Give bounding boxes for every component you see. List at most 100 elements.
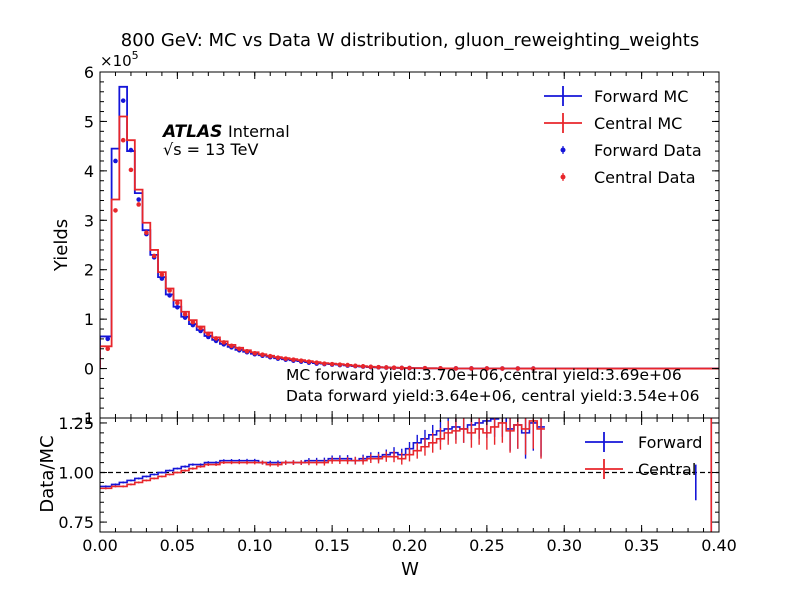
central-data-point bbox=[345, 362, 350, 368]
y-tick-label: 1 bbox=[84, 310, 94, 329]
central-data-point bbox=[391, 365, 397, 371]
mc-yield-annotation: MC forward yield:3.70e+06,central yield:… bbox=[286, 366, 682, 384]
y-tick-label: 4 bbox=[84, 162, 94, 181]
central-data-point bbox=[438, 366, 443, 371]
forward-data-point bbox=[113, 158, 118, 164]
ratio-plot-area bbox=[100, 418, 719, 532]
central-data-point bbox=[105, 346, 111, 352]
central-data-point bbox=[252, 350, 258, 356]
central-data-point bbox=[469, 366, 474, 371]
central-data-point bbox=[113, 208, 118, 213]
forward-data-point bbox=[136, 197, 141, 202]
central-data-point bbox=[236, 346, 242, 352]
x-tick-label: 0.00 bbox=[82, 536, 118, 555]
x-tick-label: 0.20 bbox=[392, 536, 428, 555]
data-yield-annotation: Data forward yield:3.64e+06, central yie… bbox=[286, 387, 700, 405]
central-data-point bbox=[368, 364, 374, 370]
central-data-point bbox=[151, 253, 157, 259]
ratio-legend: Forward Central bbox=[585, 432, 702, 479]
central-data-point bbox=[221, 340, 227, 345]
ratio-panel: 0.75 1.00 1.25 0.00 0.05 0.10 0.15 0.20 0.25 0.30… bbox=[58, 414, 736, 555]
y-tick-label: 2 bbox=[84, 261, 94, 280]
main-legend: Forward MC Central MC Forward Data Central … bbox=[544, 86, 702, 187]
main-plot-area bbox=[100, 85, 719, 371]
central-data-point bbox=[383, 365, 389, 370]
central-data-point bbox=[128, 167, 134, 173]
ratio-y-axis-label: Data/MC bbox=[37, 435, 58, 512]
central-data-point bbox=[329, 361, 335, 367]
central-data-point bbox=[213, 336, 219, 341]
legend-label: Forward MC bbox=[594, 87, 688, 106]
legend-entry: Central bbox=[585, 459, 696, 479]
central-data-point bbox=[267, 353, 273, 359]
x-tick-label: 0.30 bbox=[546, 536, 582, 555]
central-ratio-line bbox=[100, 420, 545, 490]
legend-label: Forward Data bbox=[594, 141, 702, 160]
central-data-point bbox=[159, 272, 165, 277]
central-data-point bbox=[229, 343, 234, 349]
legend-entry: Central Data bbox=[560, 168, 696, 187]
y-tick-label: 3 bbox=[84, 211, 94, 230]
y-tick-label: 5 bbox=[84, 112, 94, 131]
y-scale-exponent: 5 bbox=[132, 49, 139, 62]
central-data-point bbox=[275, 355, 281, 360]
y-tick-label: 6 bbox=[84, 63, 94, 82]
central-data-point bbox=[407, 365, 412, 371]
legend-label: Central Data bbox=[594, 168, 696, 187]
central-data-point bbox=[306, 359, 312, 364]
x-tick-label: 0.15 bbox=[314, 536, 350, 555]
forward-data-point bbox=[182, 315, 188, 320]
central-data-point bbox=[500, 366, 505, 371]
central-data-point bbox=[531, 366, 536, 371]
x-tick-label: 0.35 bbox=[624, 536, 660, 555]
legend-label: Forward bbox=[638, 433, 702, 452]
y-tick-label: 0 bbox=[84, 360, 94, 379]
y-scale-multiplier: ×105 bbox=[100, 49, 139, 70]
atlas-label: ATLAS Internal √s = 13 TeV bbox=[161, 122, 290, 159]
y-tick-label: −1 bbox=[70, 409, 94, 428]
x-axis-label: W bbox=[401, 559, 419, 580]
y-axis-label: Yields bbox=[51, 219, 72, 272]
central-data-point bbox=[244, 348, 250, 354]
central-data-point bbox=[298, 358, 304, 363]
central-data-point bbox=[260, 352, 265, 358]
central-data-point bbox=[182, 311, 188, 317]
energy-label: √s = 13 TeV bbox=[163, 140, 258, 159]
central-data-point bbox=[515, 366, 521, 371]
central-data-point bbox=[322, 361, 327, 366]
central-data-point bbox=[291, 357, 296, 362]
central-data-point bbox=[283, 356, 289, 361]
ratio-y-tick-label: 1.25 bbox=[58, 414, 94, 433]
legend-entry: Central MC bbox=[544, 113, 682, 133]
central-data-point bbox=[360, 364, 366, 369]
forward-ratio-line bbox=[100, 418, 545, 488]
forward-data-point bbox=[159, 276, 165, 281]
ratio-y-tick-label: 1.00 bbox=[58, 464, 94, 483]
x-tick-label: 0.25 bbox=[469, 536, 505, 555]
forward-data-point bbox=[105, 336, 111, 342]
legend-label: Central bbox=[638, 460, 696, 479]
legend-entry: Forward bbox=[585, 432, 702, 452]
chart-title: 800 GeV: MC vs Data W distribution, gluo… bbox=[121, 30, 699, 51]
central-data-point bbox=[175, 300, 180, 306]
x-tick-label: 0.05 bbox=[160, 536, 196, 555]
legend-entry: Forward Data bbox=[560, 141, 702, 160]
central-data-point bbox=[422, 365, 428, 371]
central-data-point bbox=[198, 325, 203, 331]
legend-entry: Forward MC bbox=[544, 86, 688, 106]
ratio-y-tick-label: 0.75 bbox=[58, 513, 94, 532]
forward-data-point bbox=[167, 293, 172, 298]
ratio-plot-frame bbox=[99, 417, 720, 533]
atlas-status-text: Internal bbox=[228, 122, 290, 141]
central-data-point bbox=[337, 362, 343, 367]
forward-data-point bbox=[128, 147, 134, 153]
central-data-point bbox=[484, 366, 490, 371]
central-data-point bbox=[120, 137, 126, 143]
central-data-point bbox=[144, 230, 149, 235]
central-data-point bbox=[167, 288, 172, 293]
x-tick-label: 0.10 bbox=[237, 536, 273, 555]
central-data-point bbox=[353, 363, 358, 369]
atlas-logo-text: ATLAS bbox=[161, 122, 222, 142]
central-data-point bbox=[453, 366, 459, 371]
